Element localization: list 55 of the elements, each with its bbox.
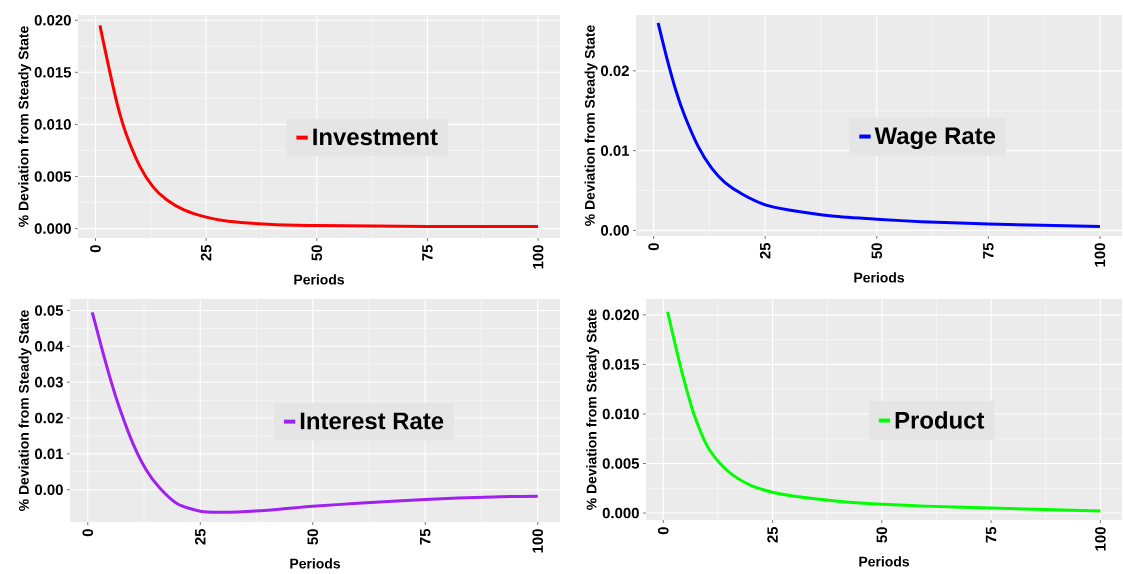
y-tick-label: 0.05 bbox=[35, 305, 64, 316]
y-axis-title: % Deviation from Steady State bbox=[18, 26, 32, 227]
y-tick-label: 0.02 bbox=[35, 412, 63, 424]
x-axis-title: Periods bbox=[290, 558, 341, 569]
y-tick-label: 0.00 bbox=[35, 484, 63, 496]
y-tick-label: 0.010 bbox=[34, 119, 71, 130]
x-tick-label: 100 bbox=[532, 529, 544, 553]
x-tick-label: 100 bbox=[532, 245, 544, 269]
x-tick-label: 100 bbox=[1095, 527, 1106, 551]
y-tick-label: 0.020 bbox=[34, 14, 71, 26]
x-tick-label: 75 bbox=[420, 528, 431, 545]
line-series bbox=[666, 310, 1102, 513]
x-axis-title: Periods bbox=[294, 274, 345, 285]
y-tick-label: 0.000 bbox=[602, 507, 639, 519]
x-tick-label: 75 bbox=[983, 242, 994, 259]
x-axis-title: Periods bbox=[859, 556, 910, 567]
y-tick-label: 0.015 bbox=[34, 67, 72, 78]
y-tick-label: 0.04 bbox=[35, 341, 64, 352]
x-tick-label: 100 bbox=[1094, 243, 1106, 267]
line-series bbox=[90, 310, 540, 514]
y-tick-label: 0.010 bbox=[602, 408, 639, 420]
y-tick-label: 0.03 bbox=[35, 376, 63, 388]
y-tick-label: 0.015 bbox=[602, 359, 640, 370]
y-tick-label: 0.00 bbox=[601, 225, 629, 236]
line-series bbox=[656, 21, 1102, 228]
y-tick-label: 0.005 bbox=[34, 171, 72, 182]
x-tick-label: 50 bbox=[311, 245, 323, 261]
y-axis-title: % Deviation from Steady State bbox=[18, 310, 32, 511]
x-tick-label: 50 bbox=[871, 243, 883, 259]
y-axis-title: % Deviation from Steady State bbox=[586, 309, 600, 510]
x-tick-label: 25 bbox=[200, 244, 212, 261]
y-tick-label: 0.01 bbox=[35, 448, 64, 460]
x-tick-label: 25 bbox=[194, 528, 206, 545]
x-tick-label: 50 bbox=[307, 529, 319, 545]
legend-label: Wage Rate bbox=[874, 127, 996, 150]
line-series bbox=[98, 23, 540, 229]
legend-label: Investment bbox=[313, 128, 438, 146]
x-tick-label: 50 bbox=[876, 527, 888, 543]
y-axis-title: % Deviation from Steady State bbox=[584, 25, 598, 226]
y-tick-label: 0.005 bbox=[602, 458, 640, 469]
x-tick-label: 0 bbox=[657, 527, 669, 535]
x-tick-label: 0 bbox=[90, 245, 101, 253]
x-tick-label: 25 bbox=[767, 526, 778, 543]
x-tick-label: 25 bbox=[759, 242, 771, 259]
x-tick-label: 75 bbox=[422, 244, 433, 261]
x-tick-label: 0 bbox=[82, 529, 94, 537]
x-tick-label: 0 bbox=[648, 243, 659, 251]
y-tick-label: 0.01 bbox=[601, 145, 630, 156]
legend-label: Interest Rate bbox=[300, 412, 444, 430]
x-tick-label: 75 bbox=[985, 526, 997, 543]
legend-label: Product bbox=[895, 411, 985, 429]
y-tick-label: 0.000 bbox=[34, 223, 71, 234]
x-axis-title: Periods bbox=[854, 272, 905, 283]
y-tick-label: 0.020 bbox=[602, 309, 639, 321]
y-tick-label: 0.02 bbox=[601, 65, 629, 77]
